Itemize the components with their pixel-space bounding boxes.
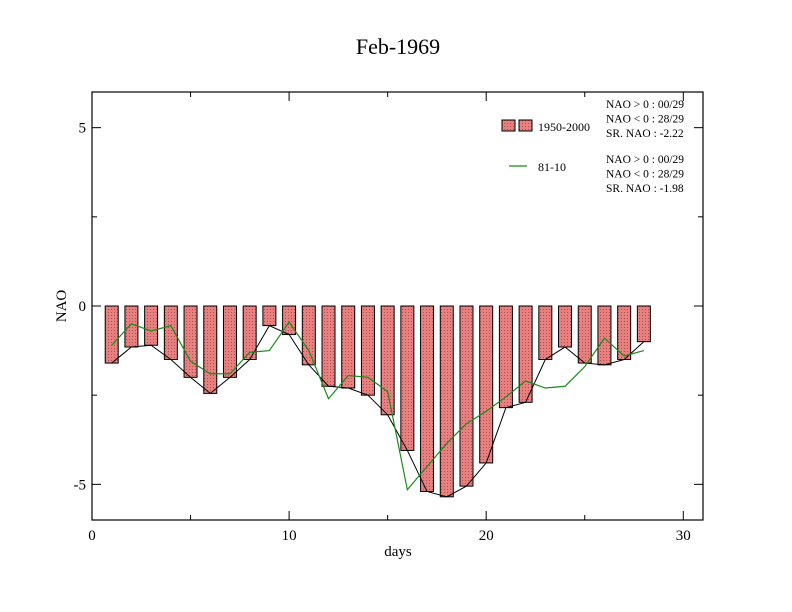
bar: [380, 305, 395, 416]
bar: [420, 305, 435, 492]
x-tick-label: 20: [479, 528, 494, 544]
bar: [183, 305, 198, 378]
legend-label-1950-2000: 1950-2000: [538, 120, 590, 134]
stats-annotation-line: SR. NAO : -1.98: [606, 183, 684, 195]
y-axis-label: NAO: [54, 290, 70, 323]
bars-layer: [104, 305, 651, 498]
bar: [597, 305, 612, 366]
bar: [203, 305, 218, 394]
series-line-81-10: [111, 320, 645, 492]
lines-layer: [111, 320, 645, 498]
x-tick-label: 30: [676, 528, 691, 544]
bar: [459, 305, 474, 487]
bar: [144, 305, 159, 346]
x-tick-label: 0: [88, 528, 96, 544]
stats-annotation-line: NAO < 0 : 28/29: [606, 114, 684, 126]
bar: [360, 305, 375, 396]
y-tick-label: -5: [74, 477, 87, 493]
bar: [104, 305, 119, 364]
stats-annotation-line: NAO > 0 : 00/29: [606, 154, 684, 166]
bar: [636, 305, 651, 343]
legend-label-81-10: 81-10: [538, 160, 566, 174]
legend-bar-swatch: [518, 119, 533, 132]
bar: [282, 305, 297, 336]
legend-bar-swatch: [501, 119, 516, 132]
y-tick-label: 0: [79, 299, 87, 315]
bar: [518, 305, 533, 403]
bar: [498, 305, 513, 409]
y-tick-label: 5: [79, 121, 87, 137]
stats-annotation-line: SR. NAO : -2.22: [606, 128, 684, 140]
bar: [558, 305, 573, 348]
bar: [538, 305, 553, 360]
bar: [400, 305, 415, 451]
bar: [124, 305, 139, 348]
stats-annotations: NAO > 0 : 00/29 NAO < 0 : 28/29 SR. NAO : …: [606, 99, 684, 195]
x-tick-label: 10: [282, 528, 297, 544]
legend: 1950-2000 81-10: [501, 119, 590, 174]
stats-annotation-line: NAO < 0 : 28/29: [606, 169, 684, 181]
bar: [321, 305, 336, 387]
bar: [262, 305, 277, 327]
bar: [577, 305, 592, 364]
bar-outline-line: [111, 324, 645, 498]
bar: [479, 305, 494, 464]
x-axis-label: days: [384, 544, 412, 560]
bar: [439, 305, 454, 498]
ticks-layer: 0 10 20 30 -5 0 5: [74, 92, 703, 544]
chart-title: Feb-1969: [356, 34, 440, 59]
bar: [301, 305, 316, 366]
bar: [222, 305, 237, 378]
stats-annotation-line: NAO > 0 : 00/29: [606, 99, 684, 111]
